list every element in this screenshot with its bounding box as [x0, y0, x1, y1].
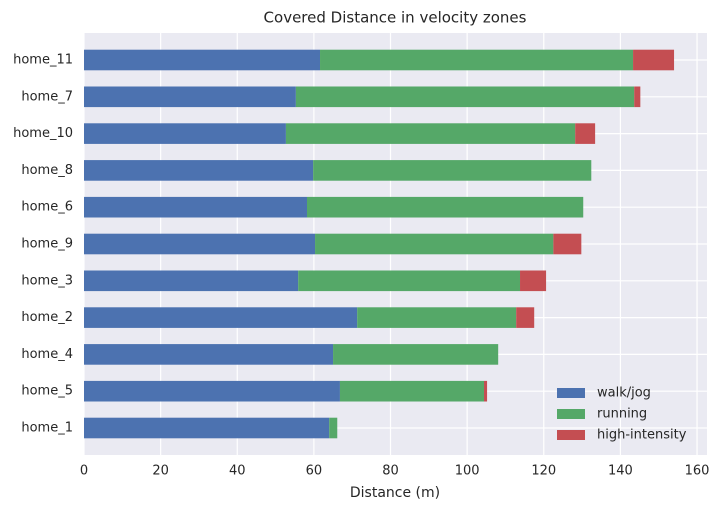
bar-segment — [553, 233, 582, 255]
x-tick-label: 120 — [531, 464, 556, 479]
y-tick-label: home_3 — [21, 273, 73, 288]
y-tick-label: home_2 — [21, 310, 73, 325]
legend-label: running — [597, 407, 647, 422]
x-tick-label: 100 — [455, 464, 480, 479]
y-tick-label: home_6 — [21, 200, 73, 215]
bar-segment — [84, 49, 321, 71]
x-tick-label: 140 — [608, 464, 633, 479]
bar-segment — [84, 270, 299, 292]
chart-title: Covered Distance in velocity zones — [264, 9, 527, 27]
x-tick-label: 40 — [229, 464, 246, 479]
bar-segment — [285, 123, 576, 144]
bar-segment — [84, 86, 296, 108]
y-tick-label: home_8 — [21, 163, 73, 178]
bar-segment — [633, 49, 675, 71]
bar-segment — [84, 417, 330, 439]
x-tick-label: 60 — [306, 464, 323, 479]
bar-segment — [357, 307, 517, 328]
bar-segment — [84, 344, 334, 365]
bar-segment — [315, 233, 554, 255]
y-tick-label: home_4 — [21, 347, 73, 362]
x-tick-label: 0 — [80, 464, 88, 479]
x-tick-label: 20 — [152, 464, 169, 479]
bar-segment — [84, 307, 358, 328]
bar-segment — [520, 270, 547, 292]
bar-segment — [339, 380, 485, 402]
bar-segment — [84, 196, 307, 218]
bar-segment — [84, 380, 340, 402]
bar-segment — [84, 233, 316, 255]
bar-segment — [320, 49, 634, 71]
legend-swatch — [557, 388, 585, 398]
bar-segment — [84, 123, 286, 144]
x-axis-label: Distance (m) — [350, 485, 440, 501]
bar-segment — [306, 196, 584, 218]
bar-segment — [298, 270, 521, 292]
y-tick-label: home_10 — [13, 126, 73, 141]
legend-label: walk/jog — [597, 386, 651, 401]
x-tick-label: 80 — [382, 464, 399, 479]
legend-label: high-intensity — [597, 428, 687, 443]
bar-segment — [295, 86, 635, 108]
y-tick-label: home_7 — [21, 89, 73, 104]
y-tick-label: home_9 — [21, 237, 73, 252]
y-tick-label: home_11 — [13, 53, 73, 68]
bar-segment — [575, 123, 596, 144]
bar-segment — [84, 160, 314, 181]
bar-segment — [516, 307, 535, 328]
bar-segment — [313, 160, 592, 181]
y-tick-label: home_1 — [21, 421, 73, 436]
bar-segment — [634, 86, 641, 108]
bar-segment — [329, 417, 338, 439]
y-tick-label: home_5 — [21, 384, 73, 399]
bar-segment — [484, 380, 488, 402]
legend-swatch — [557, 430, 585, 440]
legend-swatch — [557, 409, 585, 419]
x-tick-label: 160 — [685, 464, 710, 479]
bar-segment — [333, 344, 499, 365]
